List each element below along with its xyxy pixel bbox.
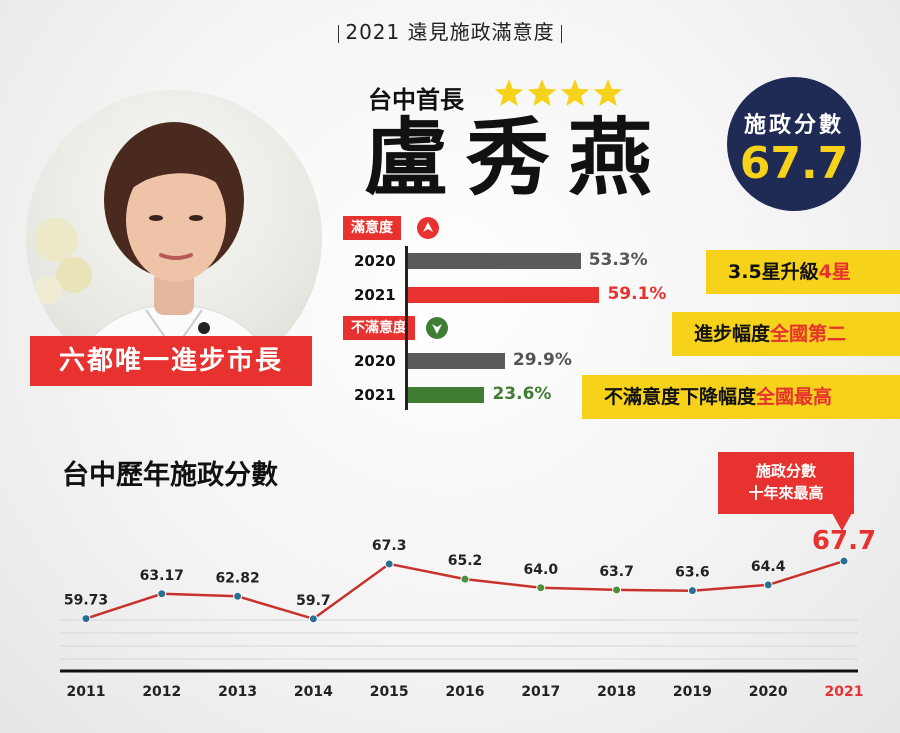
data-point-2019 [687, 586, 697, 596]
data-label-2012: 63.17 [140, 568, 184, 584]
header-title-text: 2021 遠見施政滿意度 [345, 20, 555, 44]
line-chart: 59.73 63.17 62.82 59.7 67.3 65.2 64.0 63.7 63.6 6… [60, 526, 876, 700]
sat-year-2020: 2020 [354, 252, 396, 270]
bar-axis-line [405, 246, 408, 410]
data-point-2021 [839, 556, 849, 566]
data-label-2014: 59.7 [296, 593, 331, 609]
sat-year-2021: 2021 [354, 286, 396, 304]
dissatisfaction-label: 不滿意度 [343, 316, 415, 340]
title-divider-right [560, 24, 562, 43]
callout-progress-text: 進步幅度 [694, 323, 771, 345]
x-tick-2015: 2015 [370, 684, 409, 700]
x-tick-2014: 2014 [294, 684, 333, 700]
title-divider-left [338, 24, 340, 43]
record-badge-line1: 施政分數 [755, 462, 816, 480]
data-label-2017: 64.0 [524, 562, 559, 578]
data-label-2019: 63.6 [675, 565, 710, 581]
data-point-2015 [384, 559, 394, 569]
score-badge-value: 67.7 [739, 138, 849, 189]
star-icon [593, 79, 623, 107]
callout-dissat-highlight: 全國最高 [756, 386, 833, 408]
data-point-2012 [157, 589, 167, 599]
data-point-2017 [536, 583, 546, 593]
dissat-year-2021: 2021 [354, 386, 396, 404]
data-label-2013: 62.82 [215, 570, 259, 586]
record-badge-pointer [832, 513, 852, 531]
data-point-2020 [763, 580, 773, 590]
data-label-2018: 63.7 [599, 564, 634, 580]
data-point-2018 [612, 585, 622, 595]
x-tick-2017: 2017 [521, 684, 560, 700]
sat-value-2021: 59.1% [607, 284, 667, 304]
sat-bar-2021 [408, 287, 600, 303]
callout-progress-highlight: 全國第二 [770, 323, 847, 345]
star-icon [494, 79, 524, 107]
dissat-bar-2021 [408, 387, 485, 403]
callout-dissat-text: 不滿意度下降幅度 [604, 386, 757, 408]
star-icon [560, 79, 590, 107]
callout-dissat: 不滿意度下降幅度全國最高 [582, 375, 900, 419]
series-line [85, 559, 845, 621]
x-tick-2013: 2013 [218, 684, 257, 700]
rating-stars [492, 76, 632, 114]
star-icon [527, 79, 557, 107]
sat-bar-2020 [408, 253, 581, 269]
x-tick-2021: 2021 [825, 684, 864, 700]
dissat-value-2021: 23.6% [492, 384, 552, 404]
record-badge: 施政分數 十年來最高 [718, 452, 854, 514]
x-tick-2011: 2011 [67, 684, 106, 700]
callout-progress: 進步幅度全國第二 [672, 312, 900, 356]
data-point-2016 [460, 574, 470, 584]
portrait-illustration [34, 122, 283, 386]
data-label-2020: 64.4 [751, 559, 786, 575]
down-arrow-icon [425, 316, 449, 344]
data-point-2013 [233, 591, 243, 601]
dissat-year-2020: 2020 [354, 352, 396, 370]
header-title: 2021 遠見施政滿意度 [0, 16, 900, 45]
data-label-2016: 65.2 [448, 553, 483, 569]
record-badge-line2: 十年來最高 [748, 484, 824, 502]
sat-value-2020: 53.3% [588, 250, 648, 270]
callout-stars-highlight: 4星 [818, 261, 851, 283]
mayor-name: 盧秀燕 [364, 109, 671, 207]
x-tick-2016: 2016 [446, 684, 485, 700]
score-badge: 施政分數 67.7 [727, 77, 861, 211]
x-tick-2012: 2012 [142, 684, 181, 700]
score-badge-label: 施政分數 [743, 113, 844, 138]
nameplate-banner: 六都唯一進步市長 [30, 336, 312, 386]
stars-graphic [494, 79, 623, 107]
x-tick-2018: 2018 [597, 684, 636, 700]
callout-stars-text: 3.5星升級 [728, 261, 819, 283]
callout-stars: 3.5星升級4星 [706, 250, 900, 294]
dissat-value-2020: 29.9% [512, 350, 572, 370]
satisfaction-label: 滿意度 [343, 216, 401, 240]
data-point-2014 [308, 614, 318, 624]
dissat-bar-2020 [408, 353, 505, 369]
x-tick-2020: 2020 [749, 684, 788, 700]
up-arrow-icon [416, 216, 440, 244]
chart-title: 台中歷年施政分數 [62, 460, 278, 491]
data-label-2021: 67.7 [812, 526, 876, 556]
x-tick-2019: 2019 [673, 684, 712, 700]
data-point-2011 [81, 614, 91, 624]
subtitle: 台中首長 [368, 86, 464, 114]
data-label-2011: 59.73 [64, 593, 108, 609]
data-label-2015: 67.3 [372, 538, 407, 554]
